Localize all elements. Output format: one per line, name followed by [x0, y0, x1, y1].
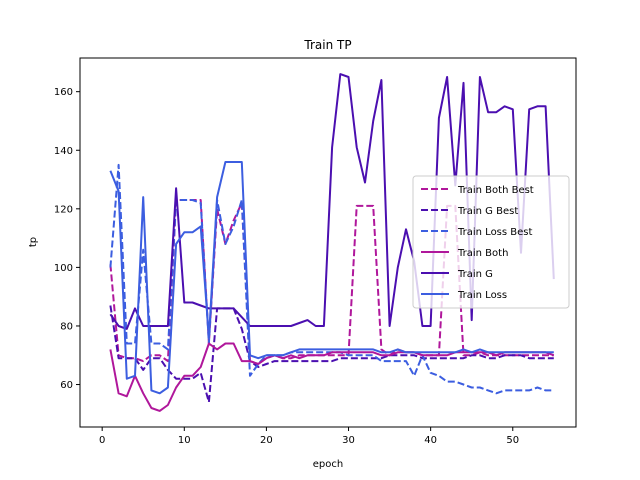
x-tick-label: 20 — [260, 435, 273, 446]
x-tick-label: 10 — [178, 435, 191, 446]
series-layer — [109, 73, 555, 412]
legend-label: Train G — [457, 269, 493, 280]
legend-label: Train Both Best — [457, 185, 534, 196]
y-axis-label: tp — [28, 237, 39, 247]
y-tick-label: 100 — [54, 263, 73, 274]
legend-box — [412, 175, 570, 309]
x-tick-label: 0 — [99, 435, 105, 446]
series-line-train-both — [109, 342, 555, 412]
chart-title: Train TP — [303, 38, 351, 52]
series-line-train-g — [109, 73, 555, 330]
y-tick-label: 160 — [54, 87, 73, 98]
x-tick-label: 40 — [424, 435, 437, 446]
legend-label: Train Loss — [457, 290, 507, 301]
y-tick-label: 140 — [54, 146, 73, 157]
x-tick-label: 30 — [342, 435, 355, 446]
x-tick-label: 50 — [506, 435, 519, 446]
legend: Train Both Best Train G Best Train Loss Be… — [412, 175, 570, 309]
axis-layer: 0 10 20 30 40 50 60 80 100 120 140 160 — [54, 87, 519, 446]
series-line-train-loss — [109, 161, 554, 395]
y-tick-label: 120 — [54, 204, 73, 215]
y-tick-label: 60 — [60, 380, 73, 391]
series-line-train-g-best — [109, 305, 554, 404]
plot-frame — [79, 57, 577, 428]
legend-label: Train Both — [457, 248, 508, 259]
y-tick-label: 80 — [60, 321, 73, 332]
legend-label: Train Loss Best — [457, 227, 533, 238]
x-axis-label: epoch — [313, 459, 343, 470]
legend-label: Train G Best — [457, 206, 518, 217]
